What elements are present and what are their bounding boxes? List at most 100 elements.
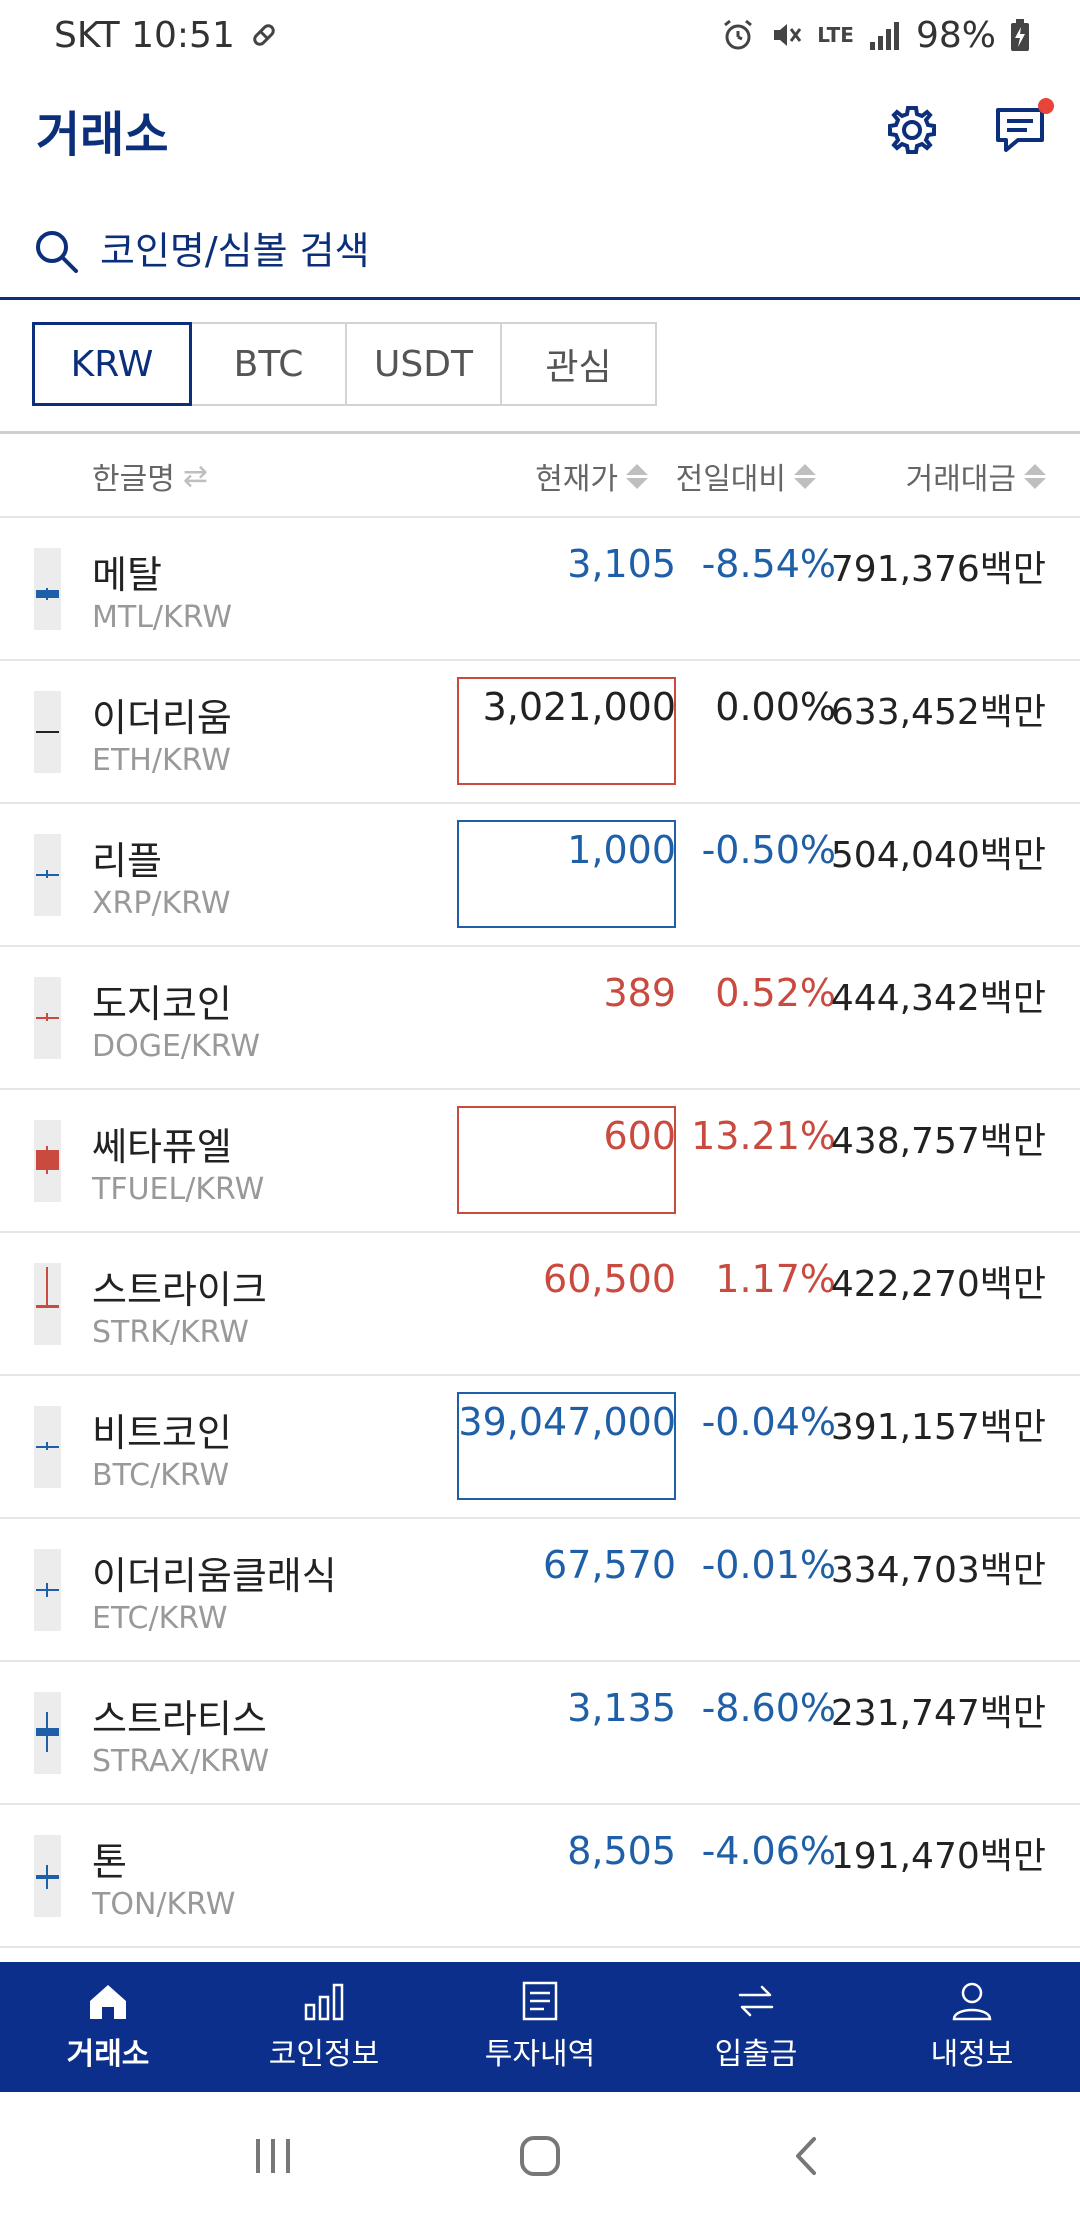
nav-my-info[interactable]: 내정보 xyxy=(864,1962,1080,2092)
price-change-highlight xyxy=(457,820,676,928)
nav-exchange-label: 거래소 xyxy=(66,2037,150,2072)
coin-name: 이더리움 xyxy=(92,696,232,740)
coin-volume: 231,747백만 xyxy=(830,1693,1046,1734)
coin-name: 스트라티스 xyxy=(92,1697,267,1741)
coin-row[interactable]: 스트라이크 STRK/KRW 60,500 1.17% 422,270백만 xyxy=(0,1233,1080,1376)
column-price-label: 현재가 xyxy=(535,462,618,497)
mini-candle-chart xyxy=(34,1549,61,1631)
coin-price: 1,000 xyxy=(567,828,676,872)
page-title: 거래소 xyxy=(36,107,169,163)
coin-symbol: XRP/KRW xyxy=(92,886,231,921)
coin-name: 도지코인 xyxy=(92,982,232,1026)
nav-coin-info[interactable]: 코인정보 xyxy=(216,1962,432,2092)
coin-volume: 438,757백만 xyxy=(830,1121,1046,1162)
coin-change: 13.21% xyxy=(691,1114,836,1158)
coin-change: -0.04% xyxy=(701,1400,836,1444)
coin-change: 0.00% xyxy=(715,685,836,729)
battery-percent: 98% xyxy=(915,14,996,56)
status-bar: SKT 10:51 LTE 98% xyxy=(0,0,1080,70)
coin-row[interactable]: 이더리움클래식 ETC/KRW 67,570 -0.01% 334,703백만 xyxy=(0,1519,1080,1662)
mini-candle-chart xyxy=(34,834,61,916)
column-change-label: 전일대비 xyxy=(675,462,786,497)
recent-apps-button[interactable] xyxy=(250,2133,296,2179)
gear-icon xyxy=(888,106,936,154)
coin-row[interactable]: 이더리움 ETH/KRW 3,021,000 0.00% 633,452백만 xyxy=(0,661,1080,804)
nav-transfer[interactable]: 입출금 xyxy=(648,1962,864,2092)
tab-krw[interactable]: KRW xyxy=(32,322,192,406)
mini-candle-chart xyxy=(34,1263,61,1345)
coin-name: 메탈 xyxy=(92,553,162,597)
coin-change: 0.52% xyxy=(715,971,836,1015)
home-icon xyxy=(90,1985,126,2019)
mini-candle-chart xyxy=(34,1120,61,1202)
tab-btc[interactable]: BTC xyxy=(190,322,347,406)
search-input[interactable] xyxy=(100,229,900,273)
mini-candle-chart xyxy=(34,1692,61,1774)
sort-icon xyxy=(794,463,816,489)
mute-icon xyxy=(774,24,802,46)
nav-investments[interactable]: 투자내역 xyxy=(432,1962,648,2092)
tab-usdt[interactable]: USDT xyxy=(345,322,502,406)
coin-volume: 633,452백만 xyxy=(830,692,1046,733)
coin-row[interactable]: 쎄타퓨엘 TFUEL/KRW 600 13.21% 438,757백만 xyxy=(0,1090,1080,1233)
chat-button[interactable] xyxy=(990,98,1054,160)
app-header: 거래소 xyxy=(0,70,1080,190)
coin-change: 1.17% xyxy=(715,1257,836,1301)
coin-name: 쎄타퓨엘 xyxy=(92,1125,232,1169)
coin-change: -8.54% xyxy=(701,542,836,586)
status-left: SKT 10:51 xyxy=(54,15,279,56)
coin-change: -0.01% xyxy=(701,1543,836,1587)
battery-charging-icon xyxy=(1011,19,1029,51)
status-right: LTE 98% xyxy=(721,15,1030,56)
coin-price: 8,505 xyxy=(567,1829,676,1873)
header-actions xyxy=(882,98,1054,160)
search-bar xyxy=(0,205,1080,300)
sort-by-price-button[interactable]: 현재가 xyxy=(535,434,648,518)
mini-candle-chart xyxy=(34,1406,61,1488)
coin-symbol: BTC/KRW xyxy=(92,1458,230,1493)
bottom-nav: 거래소 코인정보 투자내역 입출금 내정보 xyxy=(0,1962,1080,2092)
coin-symbol: STRK/KRW xyxy=(92,1315,249,1350)
price-change-highlight xyxy=(457,1392,676,1500)
coin-row[interactable]: 스트라티스 STRAX/KRW 3,135 -8.60% 231,747백만 xyxy=(0,1662,1080,1805)
signal-icon xyxy=(869,22,899,50)
coin-name: 리플 xyxy=(92,839,162,883)
sort-by-change-button[interactable]: 전일대비 xyxy=(676,434,816,518)
coin-row[interactable]: 메탈 MTL/KRW 3,105 -8.54% 791,376백만 xyxy=(0,518,1080,661)
user-icon xyxy=(952,1982,992,2021)
coin-price: 3,135 xyxy=(567,1686,676,1730)
coin-row[interactable]: 도지코인 DOGE/KRW 389 0.52% 444,342백만 xyxy=(0,947,1080,1090)
coin-change: -0.50% xyxy=(701,828,836,872)
network-label: LTE xyxy=(817,23,854,47)
search-icon xyxy=(36,231,78,273)
coin-symbol: DOGE/KRW xyxy=(92,1029,260,1064)
price-change-highlight xyxy=(457,677,676,785)
nav-coin-info-label: 코인정보 xyxy=(268,2037,380,2072)
mini-candle-chart xyxy=(34,691,61,773)
coin-row[interactable]: 톤 TON/KRW 8,505 -4.06% 191,470백만 xyxy=(0,1805,1080,1948)
nav-transfer-label: 입출금 xyxy=(714,2037,798,2072)
document-icon xyxy=(522,1981,558,2021)
coin-change: -4.06% xyxy=(701,1829,836,1873)
coin-change: -8.60% xyxy=(701,1686,836,1730)
mini-candle-chart xyxy=(34,548,61,630)
sort-icon xyxy=(1024,463,1046,489)
sort-by-volume-button[interactable]: 거래대금 xyxy=(906,434,1046,518)
market-tabs: KRW BTC USDT 관심 xyxy=(32,322,657,406)
tab-favorites[interactable]: 관심 xyxy=(500,322,657,406)
coin-price: 60,500 xyxy=(543,1257,676,1301)
mini-candle-chart xyxy=(34,1835,61,1917)
settings-button[interactable] xyxy=(882,100,942,160)
back-button[interactable] xyxy=(784,2133,830,2179)
sort-by-name-button[interactable]: 한글명 ⇄ xyxy=(92,434,208,518)
coin-volume: 791,376백만 xyxy=(830,549,1046,590)
coin-row[interactable]: 리플 XRP/KRW 1,000 -0.50% 504,040백만 xyxy=(0,804,1080,947)
coin-name: 톤 xyxy=(92,1840,127,1884)
coin-price: 3,105 xyxy=(567,542,676,586)
chat-icon xyxy=(996,108,1044,152)
nav-exchange[interactable]: 거래소 xyxy=(0,1962,216,2092)
coin-symbol: TFUEL/KRW xyxy=(92,1172,265,1207)
home-button[interactable] xyxy=(517,2133,563,2179)
coin-price: 67,570 xyxy=(543,1543,676,1587)
coin-row[interactable]: 비트코인 BTC/KRW 39,047,000 -0.04% 391,157백만 xyxy=(0,1376,1080,1519)
